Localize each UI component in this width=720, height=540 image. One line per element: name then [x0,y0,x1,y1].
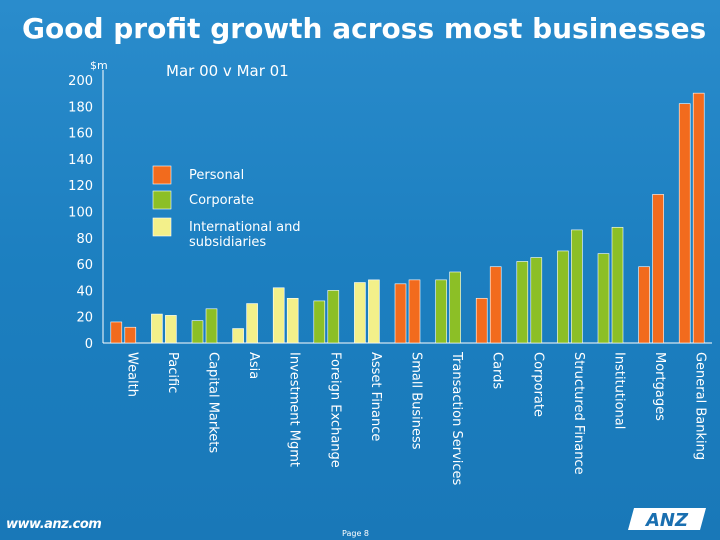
bar [516,261,529,344]
x-tick-label: Mortgages [652,352,667,421]
bar [165,315,177,344]
bar [449,271,461,344]
bar [557,250,569,344]
bar [638,266,650,344]
bar [475,297,488,344]
footer-url[interactable]: www.anz.com [6,517,102,532]
bar [246,303,258,344]
chart-title: Mar 00 v Mar 01 [166,62,289,80]
anz-logo: ANZ [628,508,706,531]
x-tick-label: General Banking [693,352,708,460]
bar [286,297,299,344]
bar [530,257,543,344]
bar [232,328,244,344]
bar [368,279,380,344]
bar [151,313,163,344]
y-tick-label: 20 [76,311,93,326]
bar [678,103,691,344]
legend-label: International and [189,220,301,235]
bar [354,282,366,344]
bar [327,290,340,344]
bar [124,326,137,344]
bar [408,279,421,344]
bar [110,321,123,344]
legend-label: subsidiaries [189,235,266,250]
x-tick-label: Cards [490,352,505,389]
y-tick-label: 160 [68,127,93,142]
x-tick-label: Asset Finance [368,352,383,441]
x-tick-label: Wealth [124,352,139,397]
x-tick-label: Small Business [409,352,424,450]
bar [652,194,664,344]
bar [191,320,204,344]
x-tick-label: Institutional [612,352,627,429]
x-tick-label: Structured Finance [571,352,586,475]
y-tick-label: 120 [68,179,93,194]
bar [272,287,285,344]
x-tick-label: Pacific [165,352,180,393]
legend-label: Corporate [189,193,254,208]
legend-swatch [152,165,172,185]
y-tick-label: 140 [68,153,93,168]
y-tick-label: 80 [76,232,93,247]
x-tick-label: Investment Mgmt [287,352,302,467]
logo-plate [628,508,706,530]
legend-swatch [152,190,172,210]
y-tick-label: 40 [76,284,93,299]
y-tick-label: 60 [76,258,93,273]
bar [394,283,407,344]
y-tick-label: 200 [68,74,93,89]
y-tick-label: 0 [85,337,93,352]
bar [571,229,583,344]
bar [692,92,705,344]
bar [313,300,326,344]
bar [611,226,624,344]
y-axis-label: $m [90,59,108,72]
y-tick-label: 100 [68,206,93,221]
x-tick-label: Corporate [530,352,545,417]
logo-text: ANZ [644,510,689,531]
bar [435,279,447,344]
slide-title: Good profit growth across most businesse… [22,12,707,45]
x-tick-label: Asia [246,352,261,379]
legend-label: Personal [189,168,244,183]
y-tick-label: 180 [68,100,93,115]
bar [597,253,610,344]
x-tick-label: Capital Markets [206,352,221,453]
bar [489,266,502,344]
legend-swatch [152,217,172,237]
bar [205,308,218,344]
x-tick-label: Transaction Services [449,351,464,486]
x-tick-label: Foreign Exchange [327,352,342,468]
page-number: Page 8 [342,529,369,538]
